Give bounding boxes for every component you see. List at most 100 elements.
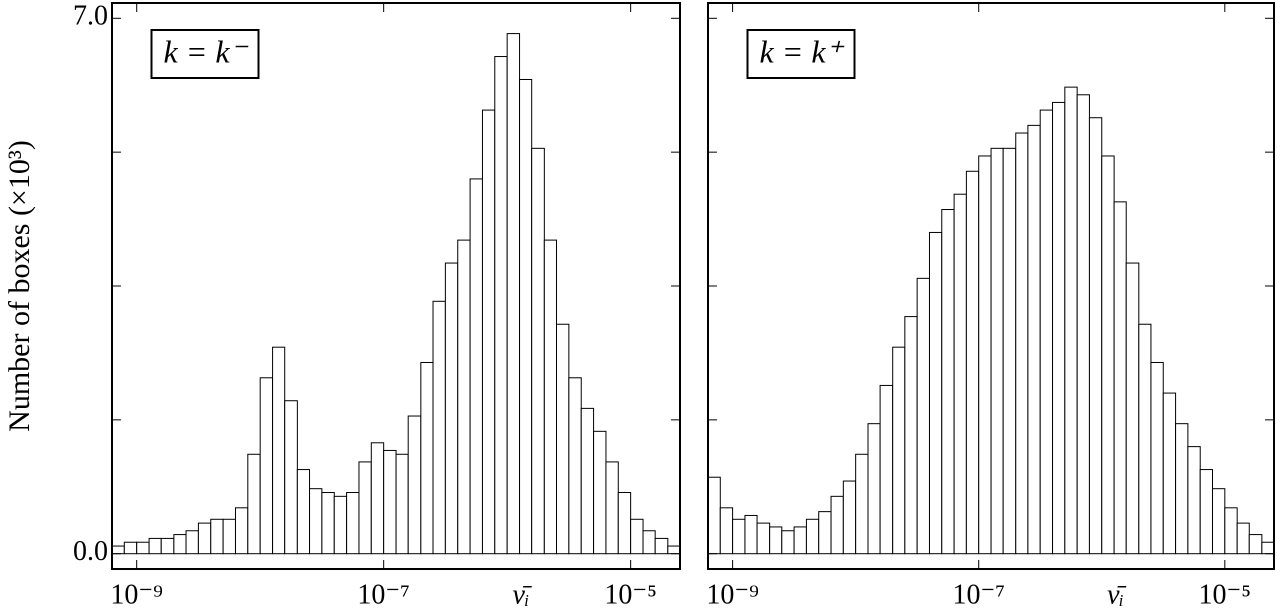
annotation: k = k⁺ [760, 33, 845, 69]
bar [284, 400, 298, 555]
bar [1039, 109, 1054, 555]
bar [842, 480, 857, 555]
bar [667, 545, 681, 555]
bar [744, 514, 758, 555]
bar [892, 346, 906, 555]
bar [407, 415, 422, 555]
bar [333, 495, 348, 555]
bar [556, 323, 570, 555]
bar [272, 346, 286, 555]
bar [1199, 469, 1213, 555]
bar [769, 526, 783, 555]
bar [855, 453, 869, 555]
bar [469, 178, 483, 555]
bar [370, 442, 385, 555]
annotation-box [746, 29, 856, 79]
bar [185, 530, 199, 555]
bar [719, 507, 734, 555]
bar [543, 239, 558, 555]
bar [358, 461, 372, 555]
bar [580, 407, 595, 555]
bar [867, 423, 881, 555]
bar [148, 537, 162, 555]
bar [879, 384, 894, 555]
bar [953, 193, 967, 555]
bar [805, 518, 820, 555]
panel: 10⁻⁹ 10⁻⁷ 10⁻⁵ 0.0 7.0 ν̄ᵢ Number of boxes (×1… [3, 1, 681, 610]
bar [1224, 507, 1238, 555]
annotation: k = k⁻ [164, 33, 249, 69]
y-tick-label: 0.0 [73, 536, 108, 567]
bar [259, 377, 274, 555]
bar [605, 461, 619, 555]
bar [818, 511, 832, 555]
bar [1187, 446, 1201, 555]
bar [568, 377, 582, 555]
panel: 10⁻⁹ 10⁻⁷ 10⁻⁵ ν̄ᵢ k = k⁺ [706, 2, 1275, 610]
x-tick-label: 10⁻⁵ [604, 579, 657, 610]
x-tick-label: 10⁻⁷ [357, 579, 410, 610]
bar [457, 239, 471, 555]
bar [420, 361, 434, 555]
bar [481, 109, 496, 555]
bar [965, 170, 980, 555]
bar [444, 262, 459, 555]
x-tick-label: 10⁻⁵ [1199, 579, 1252, 610]
bar [904, 316, 918, 555]
bar [1138, 323, 1152, 555]
bar [1162, 392, 1177, 555]
bar [1002, 147, 1017, 555]
bar [793, 526, 807, 555]
bar [1211, 488, 1226, 555]
bar [707, 476, 721, 555]
bar [383, 449, 397, 555]
bar [296, 469, 311, 555]
bar [1015, 132, 1029, 555]
bar [1150, 361, 1164, 555]
x-tick-label: 10⁻⁹ [110, 579, 163, 610]
bar [197, 522, 212, 555]
bar [928, 231, 943, 555]
bar [395, 453, 409, 555]
bar [916, 277, 930, 555]
bar [1027, 124, 1041, 555]
x-axis-label: ν̄ᵢ [513, 579, 532, 610]
bar [1175, 423, 1189, 555]
y-axis-label: Number of boxes (×10³) [3, 140, 36, 432]
bar [321, 492, 335, 555]
annotation-box [150, 29, 260, 79]
bar [531, 147, 545, 555]
bar [346, 492, 360, 555]
bar [1064, 86, 1078, 555]
bar [1113, 201, 1127, 555]
bar [160, 537, 175, 555]
bar [1125, 262, 1140, 555]
bar [1236, 522, 1250, 555]
bar [781, 530, 795, 555]
bar [1261, 541, 1275, 555]
x-tick-label: 10⁻⁷ [952, 579, 1005, 610]
bar [123, 541, 138, 555]
bar [830, 495, 844, 555]
bar [1101, 155, 1115, 555]
bar [756, 522, 771, 555]
bar [136, 541, 150, 555]
bar [593, 430, 607, 555]
bar [642, 530, 656, 555]
bar [978, 155, 992, 555]
bar [247, 453, 261, 555]
bar [1088, 117, 1103, 555]
bar [1248, 534, 1263, 555]
bar [210, 518, 224, 555]
bar [111, 545, 125, 555]
bar [941, 209, 955, 555]
bar [732, 518, 746, 555]
bar [309, 488, 323, 555]
x-tick-label: 10⁻⁹ [706, 579, 759, 610]
bar [630, 518, 644, 555]
y-tick-label: 7.0 [73, 1, 108, 32]
bar [432, 300, 446, 555]
bar [990, 147, 1004, 555]
bar [506, 33, 521, 555]
